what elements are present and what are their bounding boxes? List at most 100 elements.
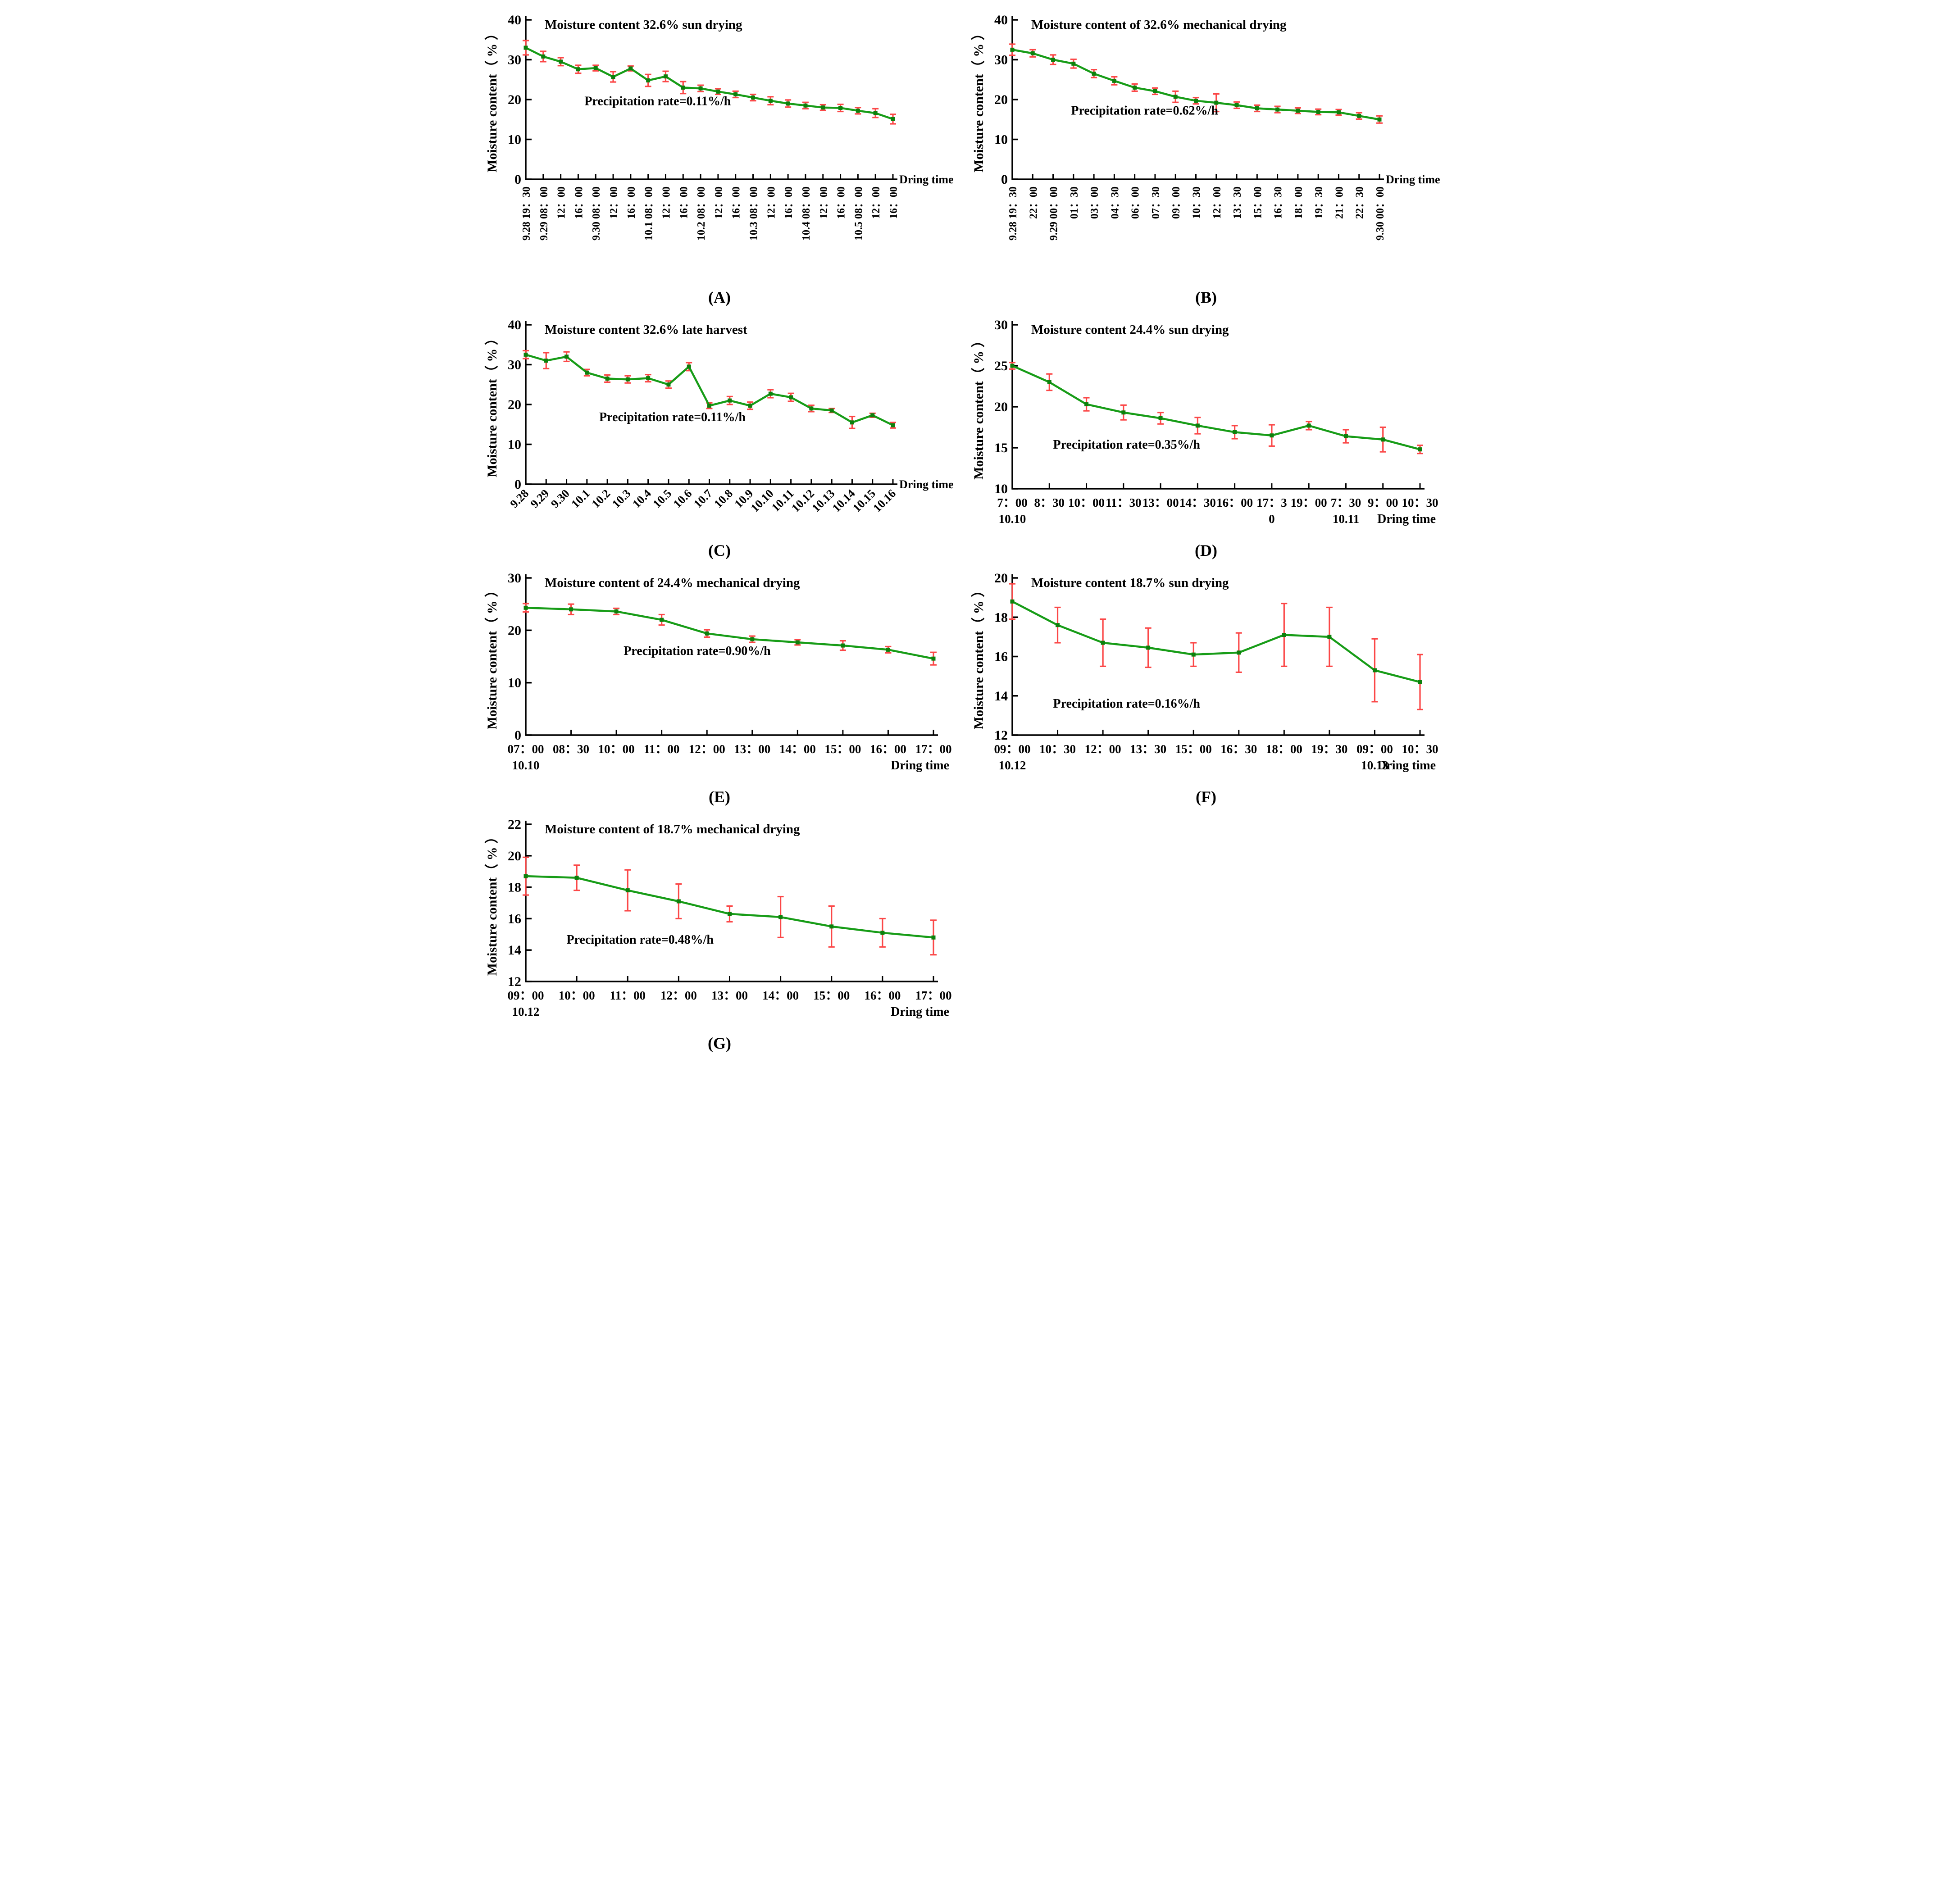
x-tick-label: 13：00	[1142, 496, 1179, 509]
x-tick-label: 10.12	[789, 487, 817, 515]
data-point	[733, 92, 738, 96]
x-tick-label: 10.8	[711, 487, 735, 511]
data-point	[628, 66, 633, 71]
x-tick-label: 01：30	[1069, 186, 1080, 219]
chart-cell-d: 10 15 20 25 30 Moisture content 24.4% sun dry…	[970, 313, 1443, 560]
chart-cell-b: 0 10 20 30 40 Moisture content of 32.6% mecha…	[970, 8, 1443, 307]
x-tick-label: 13：00	[734, 742, 770, 756]
x-tick-sublabel: 10.10	[512, 759, 540, 772]
y-tick-label: 10	[508, 676, 521, 691]
x-tick-label: 14：30	[1179, 496, 1216, 509]
x-tick-label: 21：00	[1334, 186, 1345, 219]
y-tick-label: 30	[508, 53, 521, 68]
chart-title: Moisture content 18.7% sun drying	[1031, 576, 1229, 590]
chart-cell-f: 12 14 16 18 20 Moisture content 18.7% sun dry…	[970, 566, 1443, 806]
data-point	[873, 111, 878, 115]
y-tick-label: 12	[994, 728, 1008, 743]
x-tick-label: 9.28 19：30	[1007, 186, 1019, 241]
x-tick-label: 10：00	[598, 742, 635, 756]
data-point	[829, 408, 834, 413]
data-point	[676, 899, 681, 904]
data-point	[1010, 47, 1015, 52]
data-point	[1047, 380, 1051, 384]
x-tick-label: 16：00	[731, 186, 742, 219]
data-point	[803, 103, 808, 108]
data-point	[1071, 61, 1076, 66]
x-tick-label: 07：30	[1150, 186, 1162, 219]
plot-moisture-24-4-mechanical-drying: 0 10 20 30 Moisture content of 24.4% mechani…	[484, 571, 952, 773]
data-point	[891, 423, 895, 427]
data-point	[1316, 109, 1320, 114]
x-tick-label: 10：00	[559, 989, 595, 1002]
x-axis-label: Dring time	[899, 478, 954, 491]
x-tick-label: 10：30	[1402, 496, 1438, 509]
data-point	[1195, 423, 1200, 428]
data-point	[663, 74, 668, 79]
x-tick-label: 16：30	[1220, 742, 1257, 756]
data-point	[585, 370, 589, 375]
chart-cell-g: 12 14 16 18 20 22 Moisture content of 18.7% me…	[483, 813, 956, 1053]
y-axis-label: Moisture content（ % ）	[971, 584, 986, 730]
axis-lines	[1011, 574, 1425, 736]
data-markers	[1010, 47, 1382, 122]
chart-title: Moisture content 24.4% sun drying	[1031, 323, 1229, 337]
data-markers	[523, 45, 895, 121]
data-line	[1011, 364, 1421, 450]
data-point	[1336, 110, 1341, 114]
x-tick-label: 12：00	[556, 186, 568, 219]
data-point	[1234, 103, 1239, 107]
x-tick-label: 09：00	[1356, 742, 1393, 756]
data-point	[850, 420, 854, 425]
y-tick-label: 40	[994, 13, 1008, 27]
data-point	[728, 398, 732, 403]
plot-moisture-32-6-late-harvest: 0 10 20 30 40 Moisture content 32.6% late har…	[484, 318, 954, 515]
caption-d: (D)	[1195, 541, 1217, 559]
y-tick-label: 20	[508, 849, 521, 863]
x-tick-label: 10.14	[830, 487, 858, 515]
x-tick-label: 9.30 00：00	[1375, 186, 1386, 241]
x-tick-label: 10.5 08：00	[853, 186, 865, 241]
data-point	[646, 78, 651, 83]
x-tick-label: 11：00	[644, 742, 680, 756]
data-point	[576, 67, 580, 72]
x-tick-label: 12：00	[608, 186, 620, 219]
chart-title: Moisture content of 24.4% mechanical dry…	[545, 576, 800, 590]
x-tick-label: 8：30	[1034, 496, 1065, 509]
data-point	[1056, 623, 1060, 627]
data-point	[856, 109, 860, 113]
x-tick-label: 10：00	[1068, 496, 1105, 509]
data-point	[1418, 447, 1422, 452]
chart-cell-e: 0 10 20 30 Moisture content of 24.4% mechani…	[483, 566, 956, 806]
error-bars	[523, 40, 896, 125]
x-tick-label: 10.16	[870, 487, 898, 515]
caption-e: (E)	[709, 788, 730, 806]
data-point	[559, 59, 563, 64]
y-axis-label: Moisture content（ % ）	[484, 332, 500, 477]
x-axis-label: Dring time	[891, 759, 949, 773]
x-tick-label: 10.5	[651, 487, 674, 511]
data-point	[564, 354, 569, 359]
data-point	[886, 647, 890, 652]
x-tick-label: 10.1	[569, 487, 592, 511]
x-tick-sublabel: 0	[1269, 512, 1275, 526]
data-point	[870, 413, 875, 418]
data-point	[748, 404, 752, 408]
x-axis-label: Dring time	[1386, 173, 1440, 186]
data-point	[1191, 652, 1196, 657]
x-tick-label: 09：00	[508, 989, 544, 1002]
data-point	[1101, 641, 1105, 645]
data-point	[795, 640, 800, 645]
chart-grid: 0 10 20 30 40 Moisture content 32.6% sun dryi…	[483, 8, 1456, 1053]
x-tick-label: 10.3 08：00	[748, 186, 760, 241]
x-tick-label: 15：00	[1175, 742, 1212, 756]
data-point	[1112, 78, 1116, 83]
x-tick-label: 10.2	[589, 487, 613, 511]
y-axis-label: Moisture content（ % ）	[484, 830, 500, 976]
data-point	[1381, 437, 1385, 442]
data-point	[841, 643, 845, 648]
data-point	[838, 106, 843, 110]
data-point	[1158, 416, 1163, 420]
x-tick-label: 10.3	[610, 487, 633, 511]
chart-cell-c: 0 10 20 30 40 Moisture content 32.6% late har…	[483, 313, 956, 560]
x-tick-label: 12：00	[660, 186, 672, 219]
